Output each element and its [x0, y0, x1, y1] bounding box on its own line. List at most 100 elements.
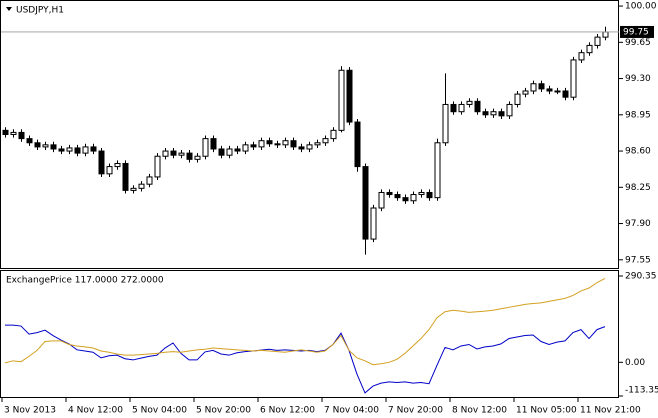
y-tick-label: 97.90 [625, 219, 651, 229]
indicator-panel [0, 270, 619, 398]
candle-body [266, 140, 273, 145]
current-price-box [620, 25, 654, 38]
candle-body [186, 152, 193, 160]
candle-body [570, 59, 577, 98]
y-tick-label: 290.35 [625, 272, 657, 282]
candle-body [226, 148, 233, 156]
candle-body [378, 191, 385, 209]
candle-body [122, 162, 129, 191]
candle-body [106, 166, 113, 175]
candle-body [514, 93, 521, 105]
candle-body [338, 69, 345, 131]
candle-body [154, 155, 161, 178]
candle-body [530, 83, 537, 92]
candle-body [538, 83, 545, 90]
candle-body [282, 140, 289, 146]
main-panel [0, 0, 619, 269]
candle-body [482, 111, 489, 116]
x-tick-label: 6 Nov 12:00 [260, 406, 315, 416]
y-tick-label: 98.95 [625, 110, 651, 120]
candle-body [522, 90, 529, 95]
candle-body [322, 138, 329, 144]
candle-body [202, 138, 209, 157]
candle-body [402, 197, 409, 202]
candle-body [314, 142, 321, 146]
x-tick-label: 4 Nov 12:00 [68, 406, 123, 416]
candle-body [178, 152, 185, 156]
candle-body [26, 138, 33, 144]
symbol-title: USDJPY,H1 [16, 6, 64, 16]
candle-body [18, 131, 25, 140]
candle-body [426, 191, 433, 199]
candle-body [578, 52, 585, 61]
candle-body [194, 155, 201, 160]
y-tick-label: 97.55 [625, 255, 651, 265]
candle-body [474, 100, 481, 113]
candle-body [130, 187, 137, 191]
candle-body [554, 90, 561, 93]
candle-body [82, 146, 89, 154]
candle-body [410, 194, 417, 202]
x-tick-label: 3 Nov 2013 [4, 406, 56, 416]
candle-body [138, 183, 145, 189]
candle-body [586, 44, 593, 54]
candle-body [2, 129, 9, 135]
candle-body [370, 207, 377, 240]
candle-body [362, 166, 369, 240]
candle-body [450, 103, 457, 113]
candle-body [346, 69, 353, 123]
y-tick-label: 98.60 [625, 147, 651, 157]
candle-body [10, 131, 17, 135]
candle-body [170, 150, 177, 156]
candle-body [562, 90, 569, 98]
current-price-label: 99.75 [623, 27, 649, 37]
y-tick-label: 99.30 [625, 74, 651, 84]
candle-body [394, 194, 401, 199]
menu-arrow[interactable] [6, 7, 12, 11]
candle-body [146, 176, 153, 185]
x-tick-label: 5 Nov 04:00 [132, 406, 187, 416]
candle-body [218, 148, 225, 156]
x-tick-label: 7 Nov 04:00 [324, 406, 379, 416]
candle-body [354, 121, 361, 168]
candle-body [594, 36, 601, 46]
candle-body [506, 103, 513, 117]
candle-body [58, 148, 65, 152]
candle-body [74, 147, 81, 154]
candle-body [546, 88, 553, 92]
candle-body [258, 140, 265, 148]
y-tick-label: 98.25 [625, 183, 651, 193]
candle-body [98, 150, 105, 175]
candle-body [234, 148, 241, 152]
candle-body [242, 144, 249, 152]
y-tick-label: 99.65 [625, 38, 651, 48]
candle-body [466, 100, 473, 105]
candle-body [42, 144, 49, 148]
indicator-line [4, 278, 606, 366]
candle-body [90, 146, 97, 152]
candle-body [602, 31, 609, 38]
y-tick-label: 100.00 [625, 2, 657, 12]
candle-body [306, 144, 313, 150]
x-tick-label: 8 Nov 12:00 [452, 406, 507, 416]
candle-body [210, 138, 217, 150]
indicator-title: ExchangePrice 117.0000 272.0000 [6, 276, 164, 286]
candle-body [34, 142, 41, 148]
x-tick-label: 5 Nov 20:00 [196, 406, 251, 416]
y-tick-label: -113.35 [625, 386, 658, 396]
x-tick-label: 11 Nov 05:00 [516, 406, 577, 416]
candle-body [66, 147, 73, 152]
candle-body [162, 150, 169, 157]
candle-body [442, 103, 449, 144]
candle-body [498, 111, 505, 117]
y-tick-label: 0.00 [625, 358, 645, 368]
x-tick-label: 11 Nov 21:00 [580, 406, 641, 416]
candle-body [290, 140, 297, 148]
candle-body [490, 111, 497, 116]
candle-body [330, 129, 337, 140]
candle-body [386, 191, 393, 196]
candle-body [418, 191, 425, 196]
candle-body [114, 162, 121, 168]
candle-body [458, 103, 465, 113]
